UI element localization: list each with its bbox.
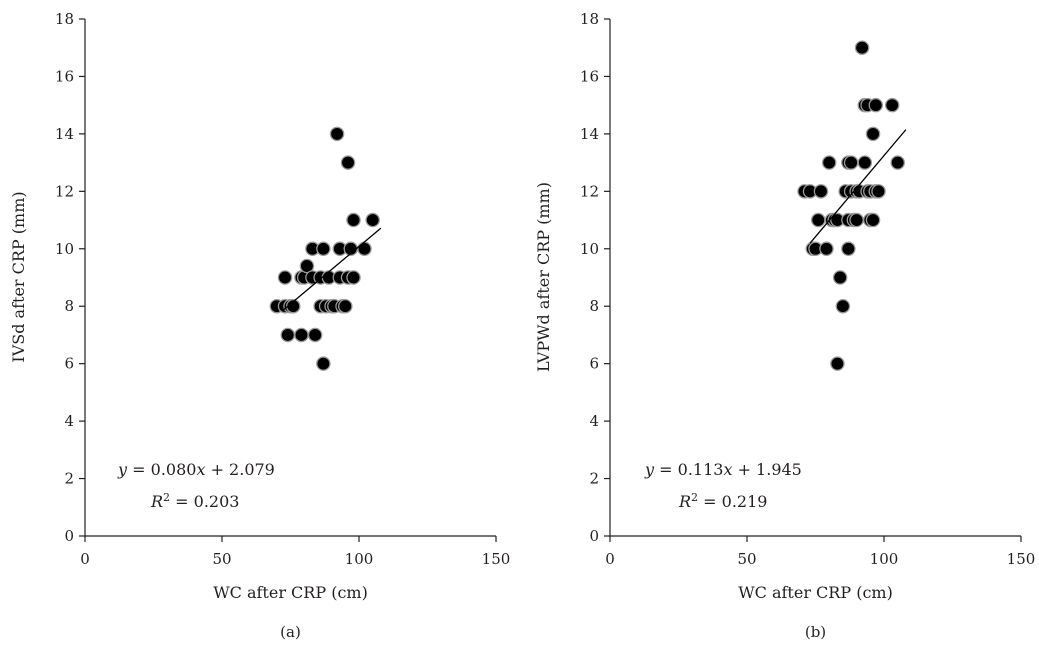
data-point xyxy=(843,155,859,170)
y-axis-title-a: IVSd after CRP (mm) xyxy=(9,191,28,362)
equation-a: y = 0.080x + 2.079 xyxy=(117,460,275,479)
data-point xyxy=(830,356,845,371)
y-tick-label: 14 xyxy=(55,125,74,143)
r-squared-a: R2 = 0.203 xyxy=(150,491,239,512)
r-squared-b: R2 = 0.219 xyxy=(678,491,767,512)
data-point xyxy=(841,241,856,257)
trendline-segment xyxy=(809,129,907,244)
y-tick-label: 10 xyxy=(55,240,74,258)
r-squared-a-symbol: R xyxy=(150,492,163,511)
data-point xyxy=(316,241,331,257)
data-point xyxy=(884,97,900,113)
x-tick-label: 150 xyxy=(482,550,511,568)
data-point xyxy=(854,40,870,55)
r-squared-b-symbol: R xyxy=(678,492,691,511)
plot-area-b: 0 2 4 6 8 10 12 14 16 18 0 50 100 150 xyxy=(580,10,1035,568)
equation-b-var: x xyxy=(723,460,732,479)
r-squared-a-value: = 0.203 xyxy=(175,492,239,511)
data-point xyxy=(819,241,834,257)
data-point xyxy=(810,212,826,228)
r-squared-b-value: = 0.219 xyxy=(703,492,767,511)
y-tick-label: 0 xyxy=(589,527,599,545)
y-tick-label: 18 xyxy=(580,10,599,28)
data-point xyxy=(316,356,331,371)
y-tick-label: 12 xyxy=(55,182,74,200)
plot-area-a: 0 2 4 6 8 10 12 14 16 18 0 50 100 150 xyxy=(55,10,510,568)
data-point xyxy=(871,184,886,199)
data-points-b xyxy=(797,40,905,371)
equation-b-lhs: y xyxy=(644,460,655,479)
data-point xyxy=(294,327,309,343)
data-point xyxy=(849,212,864,228)
trendline-a xyxy=(281,227,382,312)
data-point xyxy=(277,270,293,285)
y-tick-label: 12 xyxy=(580,182,599,200)
y-tick-label: 2 xyxy=(589,470,599,488)
data-point xyxy=(357,241,372,257)
data-point xyxy=(865,212,881,228)
data-point xyxy=(813,184,829,199)
r-squared-a-exp: 2 xyxy=(163,491,170,504)
y-tick-label: 2 xyxy=(64,470,74,488)
x-axis-title-b: WC after CRP (cm) xyxy=(738,583,893,602)
y-tick-label: 16 xyxy=(55,67,74,85)
panel-a: 0 2 4 6 8 10 12 14 16 18 0 50 100 150 WC after CRP (c… xyxy=(9,10,510,641)
trendline-segment xyxy=(281,227,382,312)
ticks-a: 0 2 4 6 8 10 12 14 16 18 0 50 100 150 xyxy=(55,10,510,568)
y-tick-label: 10 xyxy=(580,240,599,258)
data-point xyxy=(307,327,323,343)
panel-label-b: (b) xyxy=(805,623,826,641)
y-tick-label: 0 xyxy=(64,527,74,545)
r-squared-b-exp: 2 xyxy=(691,491,698,504)
trendline-b xyxy=(809,129,907,244)
equation-a-rhs: = 0.080 xyxy=(132,460,196,479)
x-tick-label: 100 xyxy=(870,550,899,568)
x-tick-label: 100 xyxy=(345,550,374,568)
y-tick-label: 8 xyxy=(589,297,599,315)
y-tick-label: 6 xyxy=(589,355,599,373)
data-point xyxy=(865,126,881,142)
x-tick-label: 50 xyxy=(212,550,231,568)
equation-b-rest: + 1.945 xyxy=(738,460,802,479)
y-tick-label: 6 xyxy=(64,355,74,373)
x-tick-label: 0 xyxy=(80,550,90,568)
data-points-a xyxy=(269,126,380,371)
data-point xyxy=(857,155,873,170)
data-point xyxy=(868,97,884,113)
equation-a-var: x xyxy=(196,460,205,479)
y-tick-label: 4 xyxy=(64,412,74,430)
data-point xyxy=(835,298,851,314)
data-point xyxy=(346,270,361,285)
y-tick-label: 16 xyxy=(580,67,599,85)
equation-a-lhs: y xyxy=(117,460,128,479)
equation-b: y = 0.113x + 1.945 xyxy=(644,460,802,479)
y-axis-title-b: LVPWd after CRP (mm) xyxy=(534,182,553,372)
data-point xyxy=(285,298,301,314)
x-tick-label: 0 xyxy=(605,550,615,568)
x-tick-label: 50 xyxy=(737,550,756,568)
data-point xyxy=(346,212,361,228)
y-tick-label: 14 xyxy=(580,125,599,143)
panel-b: 0 2 4 6 8 10 12 14 16 18 0 50 100 150 WC after CRP (c… xyxy=(534,10,1035,641)
data-point xyxy=(890,155,905,170)
data-point xyxy=(329,126,345,142)
data-point xyxy=(338,298,353,314)
data-point xyxy=(821,155,837,170)
panel-label-a: (a) xyxy=(280,623,301,641)
y-tick-label: 18 xyxy=(55,10,74,28)
data-point xyxy=(832,270,848,285)
ticks-b: 0 2 4 6 8 10 12 14 16 18 0 50 100 150 xyxy=(580,10,1035,568)
y-tick-label: 4 xyxy=(589,412,599,430)
data-point xyxy=(365,212,380,228)
equation-a-rest: + 2.079 xyxy=(211,460,275,479)
y-tick-label: 8 xyxy=(64,297,74,315)
data-point xyxy=(280,327,296,343)
data-point xyxy=(340,155,356,170)
x-tick-label: 150 xyxy=(1007,550,1036,568)
equation-b-rhs: = 0.113 xyxy=(659,460,723,479)
x-axis-title-a: WC after CRP (cm) xyxy=(213,583,368,602)
data-point xyxy=(299,258,315,274)
